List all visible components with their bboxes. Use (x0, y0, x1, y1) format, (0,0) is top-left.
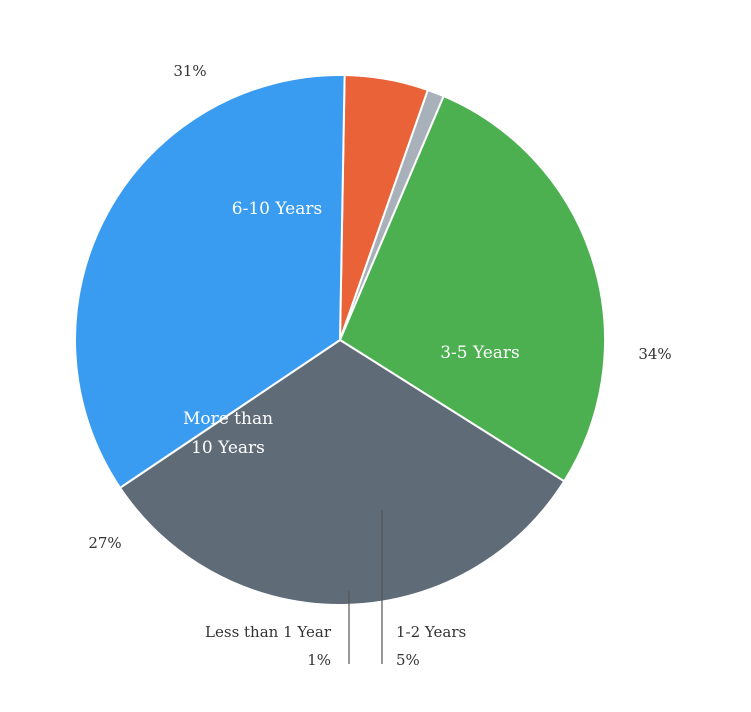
percent-label-6-10-years: 31% (173, 62, 206, 80)
slice-label-more-than-10-years-line-1: More than (183, 409, 273, 429)
percent-label-1-2-years: 5% (396, 651, 420, 669)
percent-label-3-5-years: 34% (638, 345, 671, 363)
pie-slice-3-5-years (74, 74, 346, 489)
slice-label-3-5-years: 3-5 Years (440, 343, 520, 363)
pie-slice-more-than-10-years (339, 95, 606, 483)
slice-label-less-than-1-year: Less than 1 Year (205, 623, 332, 641)
percent-label-less-than-1-year: 1% (307, 651, 331, 669)
pie-slice-6-10-years (119, 339, 566, 606)
slice-label-6-10-years: 6-10 Years (232, 199, 322, 219)
slice-label-more-than-10-years-line-2: 10 Years (191, 438, 265, 458)
slice-label-1-2-years: 1-2 Years (396, 623, 466, 641)
pie-slices (74, 74, 606, 606)
percent-label-more-than-10-years: 27% (88, 534, 121, 552)
